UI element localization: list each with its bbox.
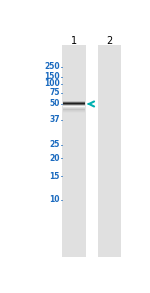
Text: 10: 10 <box>50 195 60 204</box>
Bar <box>63 103 85 104</box>
Bar <box>63 102 85 103</box>
Bar <box>63 112 85 113</box>
Bar <box>63 110 85 111</box>
Text: 50: 50 <box>50 99 60 108</box>
Bar <box>63 105 85 106</box>
Bar <box>63 101 85 102</box>
Bar <box>63 111 85 112</box>
Bar <box>63 104 85 105</box>
Text: 150: 150 <box>44 72 60 81</box>
Bar <box>63 108 85 109</box>
Bar <box>63 112 85 113</box>
Bar <box>63 109 85 110</box>
Bar <box>63 106 85 107</box>
Bar <box>63 103 85 104</box>
Text: 20: 20 <box>50 154 60 163</box>
Text: 25: 25 <box>50 140 60 149</box>
Bar <box>62 45 86 257</box>
Bar <box>63 110 85 111</box>
Bar <box>63 109 85 110</box>
Bar <box>63 104 85 105</box>
Bar <box>63 105 85 106</box>
Bar <box>63 102 85 103</box>
Bar <box>63 102 85 103</box>
Bar <box>63 101 85 102</box>
Bar <box>63 105 85 106</box>
Bar <box>63 103 85 104</box>
Text: 250: 250 <box>44 62 60 71</box>
Text: 100: 100 <box>44 79 60 88</box>
Bar <box>63 106 85 107</box>
Bar <box>63 104 85 105</box>
Text: 2: 2 <box>106 36 112 46</box>
Bar <box>98 45 121 257</box>
Bar <box>63 111 85 112</box>
Text: 37: 37 <box>49 115 60 124</box>
Bar <box>63 106 85 107</box>
Text: 15: 15 <box>50 172 60 181</box>
Text: 75: 75 <box>50 88 60 97</box>
Text: 1: 1 <box>71 36 77 46</box>
Bar <box>63 101 85 102</box>
